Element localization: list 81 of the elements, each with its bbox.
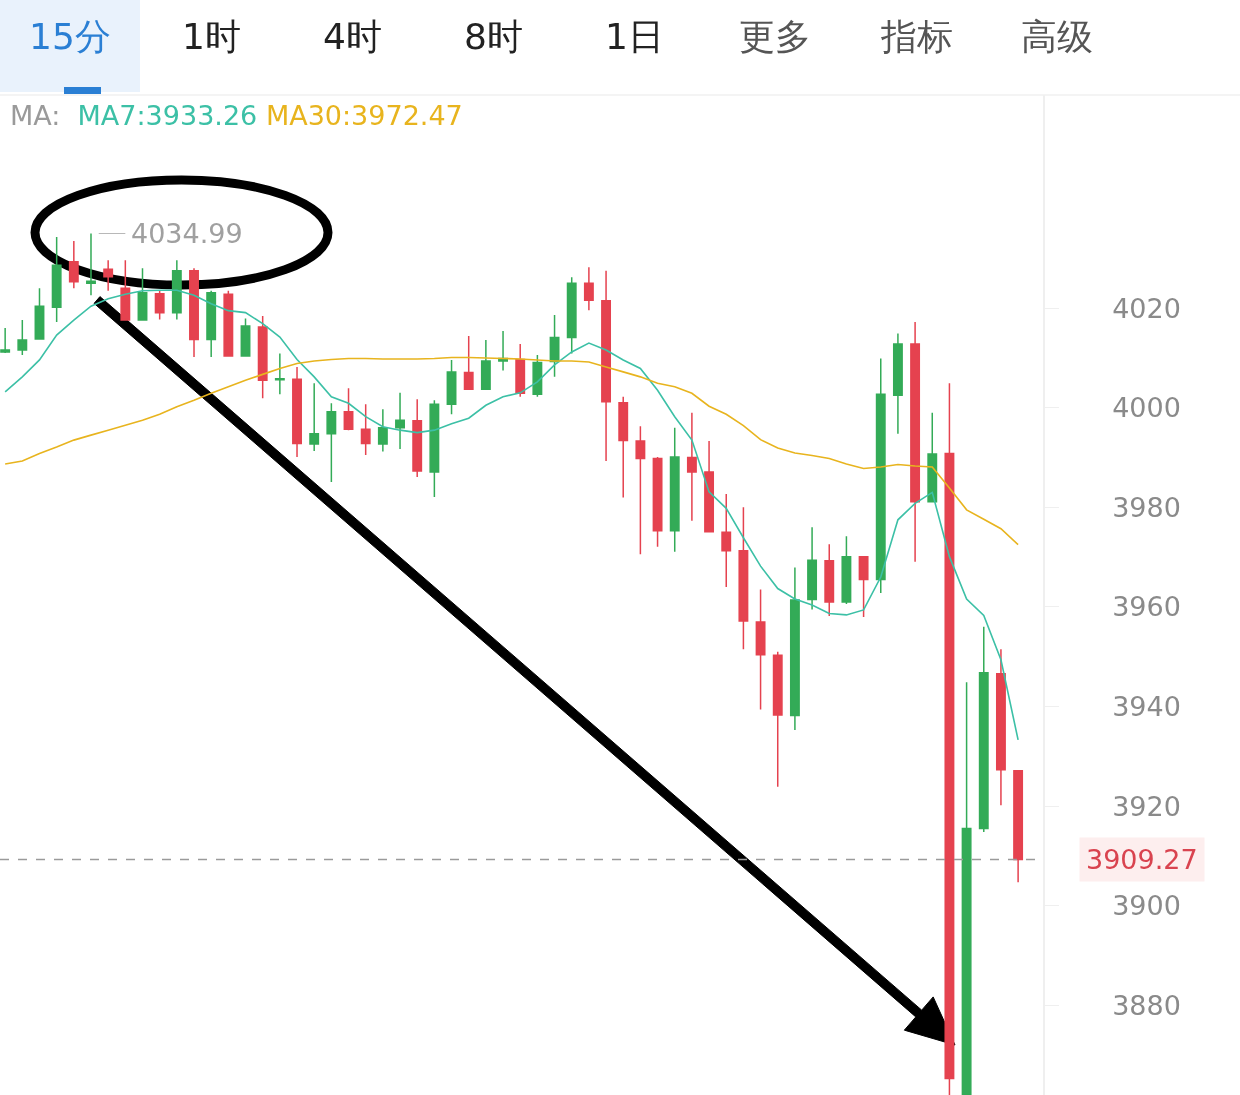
candlestick <box>0 327 11 354</box>
candlestick <box>1013 769 1024 884</box>
candlestick <box>583 266 594 311</box>
candlestick <box>463 335 474 391</box>
candlestick <box>892 332 903 435</box>
line-series <box>4 356 1019 546</box>
candlestick <box>789 566 800 731</box>
candlestick <box>171 259 182 321</box>
candlestick <box>995 648 1006 806</box>
y-tick-label: 3940 <box>1112 691 1181 722</box>
candlestick <box>858 555 869 618</box>
candlestick <box>961 681 972 1095</box>
candlestick <box>274 352 285 396</box>
candlestick <box>223 289 234 357</box>
text: MA7:3933.26 <box>77 100 258 131</box>
candlestick <box>429 399 440 498</box>
y-tick-label: 3980 <box>1112 491 1181 523</box>
candlestick <box>309 382 320 452</box>
candlestick <box>721 493 732 588</box>
candlestick <box>412 398 423 478</box>
candlestick <box>206 289 217 358</box>
candlestick <box>686 411 697 522</box>
candlestick <box>498 330 508 372</box>
candlestick <box>618 396 629 499</box>
candlestick <box>154 289 165 321</box>
candlestick <box>68 240 79 289</box>
candlestick <box>807 526 818 611</box>
candlestick <box>137 267 148 321</box>
candlestick <box>635 425 646 555</box>
candlestick <box>377 408 388 453</box>
candlestick <box>480 339 491 391</box>
candlestick <box>824 543 835 617</box>
candlestick <box>17 319 28 356</box>
text: 指标 <box>880 16 953 57</box>
text: MA30:3972.47 <box>265 100 463 131</box>
candlestick <box>240 317 251 357</box>
candlestick <box>292 366 302 458</box>
candlestick <box>515 343 526 398</box>
candlestick <box>532 354 543 398</box>
annotation: 4034.99 <box>131 218 243 249</box>
candlestick <box>910 321 921 563</box>
candlestick <box>120 259 131 321</box>
candlestick <box>86 232 96 296</box>
y-tick-label: 3960 <box>1112 591 1181 623</box>
candlestick <box>927 411 938 503</box>
candlestick <box>755 588 766 711</box>
candlestick <box>772 651 783 788</box>
text: 1时 <box>182 16 241 57</box>
candlestick <box>343 387 354 431</box>
y-tick-label: 4000 <box>1112 392 1181 424</box>
candlestick <box>103 259 114 292</box>
candlestick <box>944 382 955 1095</box>
candlestick <box>549 314 560 378</box>
candlestick <box>446 359 457 415</box>
text: 8时 <box>464 16 523 57</box>
candlestick <box>841 535 852 605</box>
y-tick-label: 3920 <box>1112 790 1181 822</box>
text: 更多 <box>739 16 811 57</box>
text: 1日 <box>605 16 664 57</box>
text: 4时 <box>323 16 382 57</box>
candlestick <box>51 236 62 323</box>
line-series <box>4 289 1019 741</box>
y-tick-label: 3900 <box>1112 890 1181 922</box>
candlestick <box>257 315 268 400</box>
candlestick <box>360 403 371 456</box>
candlestick <box>875 357 886 594</box>
candlestick <box>978 626 989 833</box>
candlestick <box>669 426 680 553</box>
candlestick <box>326 402 337 483</box>
ref-line-label: 3909.27 <box>1086 844 1198 875</box>
text: 高级 <box>1021 16 1093 57</box>
y-tick-label: 4020 <box>1112 292 1181 324</box>
candlestick <box>395 392 405 450</box>
candlestick <box>704 440 715 533</box>
candlestick <box>34 287 45 340</box>
candlestick <box>601 270 612 462</box>
candlestick <box>189 267 199 358</box>
candlestick <box>738 506 749 651</box>
legend-title: MA: <box>10 100 69 131</box>
candlestick <box>652 456 663 548</box>
y-tick-label: 3880 <box>1112 989 1181 1021</box>
